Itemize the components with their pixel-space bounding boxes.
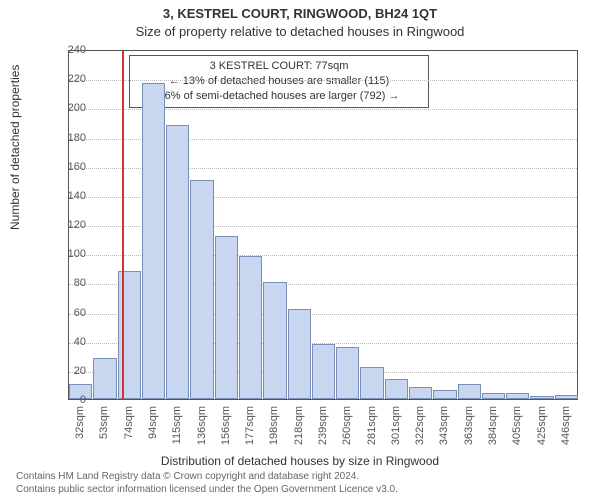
x-tick-label: 260sqm [341, 406, 353, 445]
y-tick-label: 220 [40, 73, 86, 85]
gridline-h [69, 80, 577, 81]
histogram-bar [360, 367, 383, 399]
x-tick-label: 384sqm [487, 406, 499, 445]
plot-area: 3 KESTREL COURT: 77sqm ← 13% of detached… [68, 50, 578, 400]
x-tick-label: 446sqm [560, 406, 572, 445]
x-tick-label: 177sqm [244, 406, 256, 445]
x-tick-label: 405sqm [511, 406, 523, 445]
attribution-line1: Contains HM Land Registry data © Crown c… [16, 471, 584, 484]
histogram-bar [336, 347, 359, 400]
annotation-line1: 3 KESTREL COURT: 77sqm [136, 59, 422, 74]
histogram-bar [458, 384, 481, 399]
histogram-bar [263, 282, 286, 399]
attribution-line2: Contains public sector information licen… [16, 484, 584, 497]
histogram-bar [93, 358, 116, 399]
annotation-line2: ← 13% of detached houses are smaller (11… [136, 74, 422, 89]
x-tick-label: 136sqm [196, 406, 208, 445]
y-tick-label: 20 [40, 365, 86, 377]
x-tick-label: 218sqm [293, 406, 305, 445]
histogram-bar [312, 344, 335, 399]
x-tick-label: 343sqm [438, 406, 450, 445]
x-tick-label: 363sqm [463, 406, 475, 445]
x-tick-label: 115sqm [171, 406, 183, 444]
x-tick-label: 74sqm [123, 406, 135, 439]
annotation-line3: 86% of semi-detached houses are larger (… [136, 89, 422, 104]
x-tick-label: 53sqm [98, 406, 110, 439]
attribution-text: Contains HM Land Registry data © Crown c… [16, 471, 584, 496]
x-tick-label: 239sqm [317, 406, 329, 445]
x-tick-label: 156sqm [220, 406, 232, 445]
histogram-bar [506, 393, 529, 399]
histogram-bar [166, 125, 189, 399]
y-tick-label: 240 [40, 44, 86, 56]
x-tick-label: 198sqm [268, 406, 280, 445]
y-tick-label: 180 [40, 132, 86, 144]
y-tick-label: 200 [40, 102, 86, 114]
y-tick-label: 140 [40, 190, 86, 202]
histogram-bar [555, 395, 578, 399]
histogram-bar [288, 309, 311, 399]
y-tick-label: 80 [40, 277, 86, 289]
histogram-bar [142, 83, 165, 399]
histogram-bar [482, 393, 505, 399]
histogram-bar [433, 390, 456, 399]
chart-title-line1: 3, KESTREL COURT, RINGWOOD, BH24 1QT [0, 6, 600, 21]
histogram-bar [239, 256, 262, 399]
x-tick-label: 32sqm [74, 406, 86, 439]
histogram-bar [530, 396, 553, 399]
y-axis-label: Number of detached properties [8, 65, 22, 230]
subject-marker-line [122, 51, 124, 399]
annotation-box: 3 KESTREL COURT: 77sqm ← 13% of detached… [129, 55, 429, 108]
x-tick-label: 94sqm [147, 406, 159, 439]
x-tick-label: 322sqm [414, 406, 426, 445]
histogram-bar [190, 180, 213, 399]
y-tick-label: 120 [40, 219, 86, 231]
y-tick-label: 160 [40, 161, 86, 173]
y-tick-label: 0 [40, 394, 86, 406]
y-tick-label: 40 [40, 336, 86, 348]
histogram-bar [409, 387, 432, 399]
histogram-bar [215, 236, 238, 399]
x-tick-label: 425sqm [536, 406, 548, 445]
y-tick-label: 100 [40, 248, 86, 260]
x-tick-label: 301sqm [390, 406, 402, 445]
x-tick-label: 281sqm [366, 406, 378, 445]
chart-title-line2: Size of property relative to detached ho… [0, 24, 600, 39]
y-tick-label: 60 [40, 307, 86, 319]
x-axis-label: Distribution of detached houses by size … [0, 454, 600, 468]
histogram-bar [385, 379, 408, 399]
histogram-bar [118, 271, 141, 399]
